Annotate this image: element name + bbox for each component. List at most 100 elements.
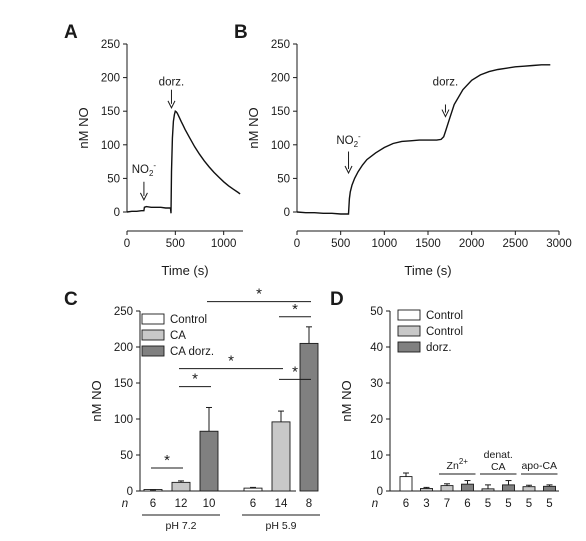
y-tick-label: 0 <box>377 486 383 498</box>
group-label-superscript: 2+ <box>459 457 468 466</box>
x-tick-label: 2500 <box>503 238 529 250</box>
group-label-line2: CA <box>491 461 506 473</box>
annotation-text: dorz. <box>433 77 459 89</box>
annotation-text: NO <box>132 164 149 176</box>
y-tick-label: 100 <box>114 414 133 426</box>
legend-swatch <box>141 329 165 341</box>
annotation-label: NO2- <box>336 132 361 149</box>
legend-swatch <box>397 341 421 353</box>
y-tick-label: 250 <box>114 306 133 318</box>
legend-label: Control <box>170 314 207 326</box>
x-tick-label: 1000 <box>372 238 398 250</box>
y-tick-label: 250 <box>271 39 290 51</box>
panel-label: C <box>64 289 78 310</box>
legend-label: CA <box>170 330 186 342</box>
x-tick-label: 0 <box>294 238 300 250</box>
y-axis-label: nM NO <box>89 380 104 421</box>
n-label: 7 <box>444 498 450 510</box>
y-tick-label: 0 <box>114 207 120 219</box>
y-tick-label: 50 <box>370 306 383 318</box>
bar <box>299 342 319 492</box>
annotation-label: NO2- <box>132 161 157 178</box>
bar <box>271 421 291 492</box>
bar <box>420 488 433 492</box>
y-tick-label: 20 <box>370 414 383 426</box>
y-tick-label: 200 <box>271 73 290 85</box>
n-label: 6 <box>250 498 256 510</box>
group-label: Zn2+ <box>447 457 469 472</box>
y-tick-label: 50 <box>120 450 133 462</box>
group-label-text: apo-CA <box>521 460 557 472</box>
legend-swatch <box>397 325 421 337</box>
n-label: 12 <box>175 498 188 510</box>
n-label: 6 <box>150 498 156 510</box>
bar <box>543 485 556 492</box>
y-tick-label: 250 <box>101 39 120 51</box>
bar <box>522 486 536 492</box>
annotation-subscript: 2 <box>354 140 359 149</box>
n-label: 6 <box>403 498 409 510</box>
n-label: 5 <box>546 498 552 510</box>
x-tick-label: 1500 <box>415 238 441 250</box>
legend-swatch <box>141 313 165 325</box>
significance-star: * <box>292 301 298 318</box>
y-tick-label: 200 <box>114 342 133 354</box>
y-tick-label: 0 <box>284 207 290 219</box>
annotation-superscript: - <box>153 161 156 170</box>
group-label-text: Zn <box>447 460 459 472</box>
x-axis-label: Time (s) <box>404 263 451 278</box>
y-tick-label: 150 <box>101 106 120 118</box>
x-tick-label: 500 <box>331 238 350 250</box>
n-label: 5 <box>505 498 511 510</box>
annotation-superscript: - <box>358 132 361 141</box>
n-label: 14 <box>275 498 288 510</box>
legend-swatch <box>397 309 421 321</box>
y-tick-label: 100 <box>101 140 120 152</box>
annotation-label: dorz. <box>159 77 185 89</box>
significance-star: * <box>192 371 198 388</box>
bar <box>461 483 474 492</box>
x-tick-label: 1000 <box>211 238 237 250</box>
bar <box>399 476 413 492</box>
n-label: 3 <box>423 498 429 510</box>
annotation-label: dorz. <box>433 77 459 89</box>
y-tick-label: 100 <box>271 140 290 152</box>
significance-star: * <box>164 452 170 469</box>
series-line <box>126 110 241 214</box>
y-axis-label: nM NO <box>339 380 354 421</box>
annotation-arrowhead <box>441 109 450 118</box>
bar <box>502 484 515 492</box>
x-tick-label: 500 <box>166 238 185 250</box>
y-tick-label: 150 <box>271 106 290 118</box>
y-axis-label: nM NO <box>246 107 261 148</box>
bar <box>199 430 219 492</box>
significance-star: * <box>292 363 298 380</box>
legend-label: dorz. <box>426 342 452 354</box>
y-tick-label: 40 <box>370 342 383 354</box>
y-tick-label: 0 <box>127 486 133 498</box>
legend-label: CA dorz. <box>170 346 214 358</box>
significance-star: * <box>228 353 234 370</box>
group-label: pH 5.9 <box>266 520 297 532</box>
annotation-text: dorz. <box>159 77 185 89</box>
annotation-arrowhead <box>167 100 176 109</box>
bar <box>481 488 495 492</box>
annotation-arrowhead <box>344 165 353 175</box>
group-label: pH 7.2 <box>166 520 197 532</box>
annotation-text: NO <box>336 135 353 147</box>
y-tick-label: 150 <box>114 378 133 390</box>
n-label: 5 <box>526 498 532 510</box>
y-tick-label: 10 <box>370 450 383 462</box>
y-tick-label: 30 <box>370 378 383 390</box>
annotation-subscript: 2 <box>149 169 154 178</box>
n-label: 6 <box>464 498 470 510</box>
panel-label: B <box>234 22 248 43</box>
legend-swatch <box>141 345 165 357</box>
x-tick-label: 2000 <box>459 238 485 250</box>
y-tick-label: 50 <box>107 173 120 185</box>
annotation-arrowhead <box>139 192 148 202</box>
n-axis-label: n <box>122 498 128 510</box>
legend-label: Control <box>426 326 463 338</box>
bar <box>243 487 263 492</box>
x-tick-label: 3000 <box>546 238 572 250</box>
